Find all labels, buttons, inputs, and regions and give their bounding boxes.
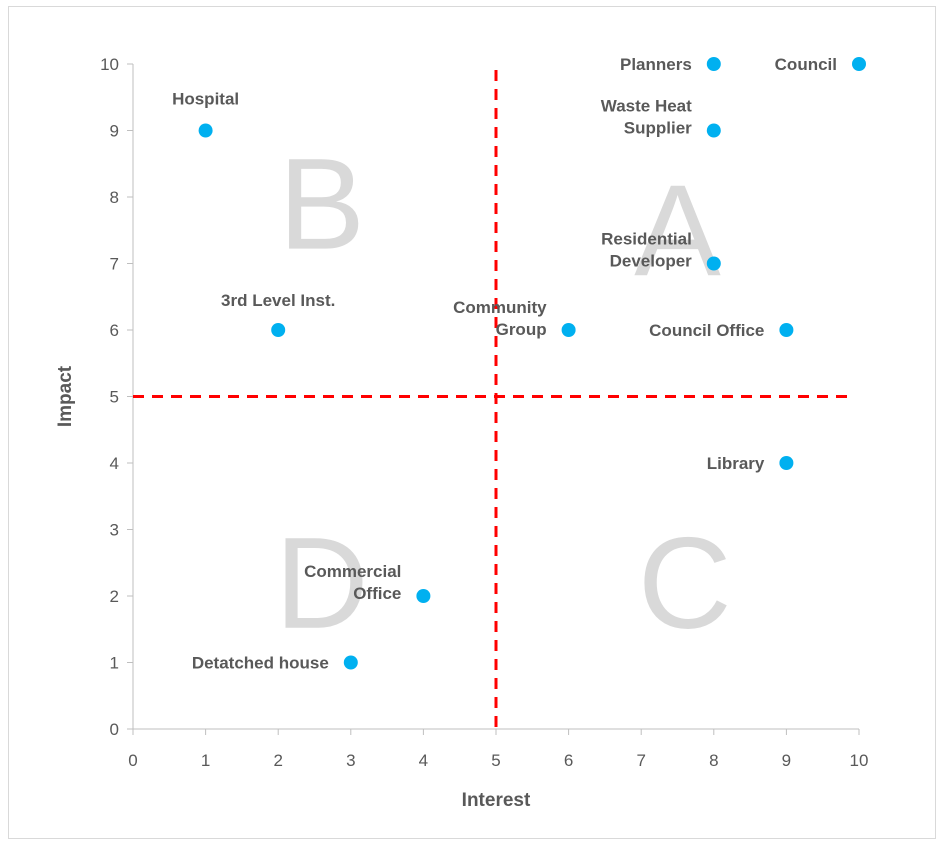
data-point-label: Council Office <box>649 321 764 340</box>
data-point <box>343 655 358 670</box>
data-point-label: Council <box>775 55 837 74</box>
data-point-label: Planners <box>620 55 692 74</box>
data-point <box>416 589 431 603</box>
quadrant-letter-c: C <box>638 510 732 656</box>
data-point-label: Library <box>707 454 765 473</box>
y-tick-label: 5 <box>110 388 119 407</box>
data-point <box>706 256 721 271</box>
chart-frame <box>8 6 936 839</box>
x-tick-label: 7 <box>636 751 645 770</box>
x-tick-label: 0 <box>128 751 137 770</box>
data-point-label: Developer <box>610 252 693 271</box>
data-point <box>779 323 794 337</box>
x-axis-title: Interest <box>462 790 531 811</box>
data-point-label: Detatched house <box>192 654 329 673</box>
y-tick-label: 4 <box>110 454 119 473</box>
x-tick-label: 1 <box>201 751 210 770</box>
data-point-label: Community <box>453 298 547 317</box>
x-tick-label: 4 <box>419 751 428 770</box>
x-tick-label: 5 <box>491 751 500 770</box>
y-tick-label: 10 <box>100 55 119 74</box>
data-point-label: Office <box>353 584 401 603</box>
data-point <box>561 323 576 337</box>
y-tick-label: 6 <box>110 321 119 340</box>
y-tick-label: 2 <box>110 587 119 606</box>
data-point-label: 3rd Level Inst. <box>221 291 335 310</box>
x-tick-label: 2 <box>273 751 282 770</box>
x-tick-label: 3 <box>346 751 355 770</box>
quadrant-letter-b: B <box>278 131 365 277</box>
data-point <box>779 456 794 470</box>
data-point-label: Residential <box>601 230 692 249</box>
y-axis-title: Impact <box>55 365 76 427</box>
data-point <box>271 323 286 337</box>
x-tick-label: 10 <box>850 751 869 770</box>
data-point <box>852 57 866 71</box>
y-tick-label: 7 <box>110 255 119 274</box>
data-point-label: Commercial <box>304 562 401 581</box>
y-tick-label: 3 <box>110 521 119 540</box>
data-point <box>706 123 721 138</box>
quadrant-letter-d: D <box>275 510 369 656</box>
x-tick-label: 8 <box>709 751 718 770</box>
x-tick-label: 9 <box>782 751 791 770</box>
y-tick-label: 1 <box>110 654 119 673</box>
data-point-label: Hospital <box>172 90 239 109</box>
x-tick-label: 6 <box>564 751 573 770</box>
quadrant-letter-a: A <box>634 157 721 303</box>
y-tick-label: 9 <box>110 122 119 141</box>
data-point-label: Supplier <box>624 119 692 138</box>
data-point <box>706 57 721 71</box>
y-tick-label: 8 <box>110 188 119 207</box>
data-point-label: Waste Heat <box>601 97 692 116</box>
data-point-label: Group <box>496 320 547 339</box>
y-tick-label: 0 <box>110 720 119 739</box>
data-point <box>198 123 213 138</box>
